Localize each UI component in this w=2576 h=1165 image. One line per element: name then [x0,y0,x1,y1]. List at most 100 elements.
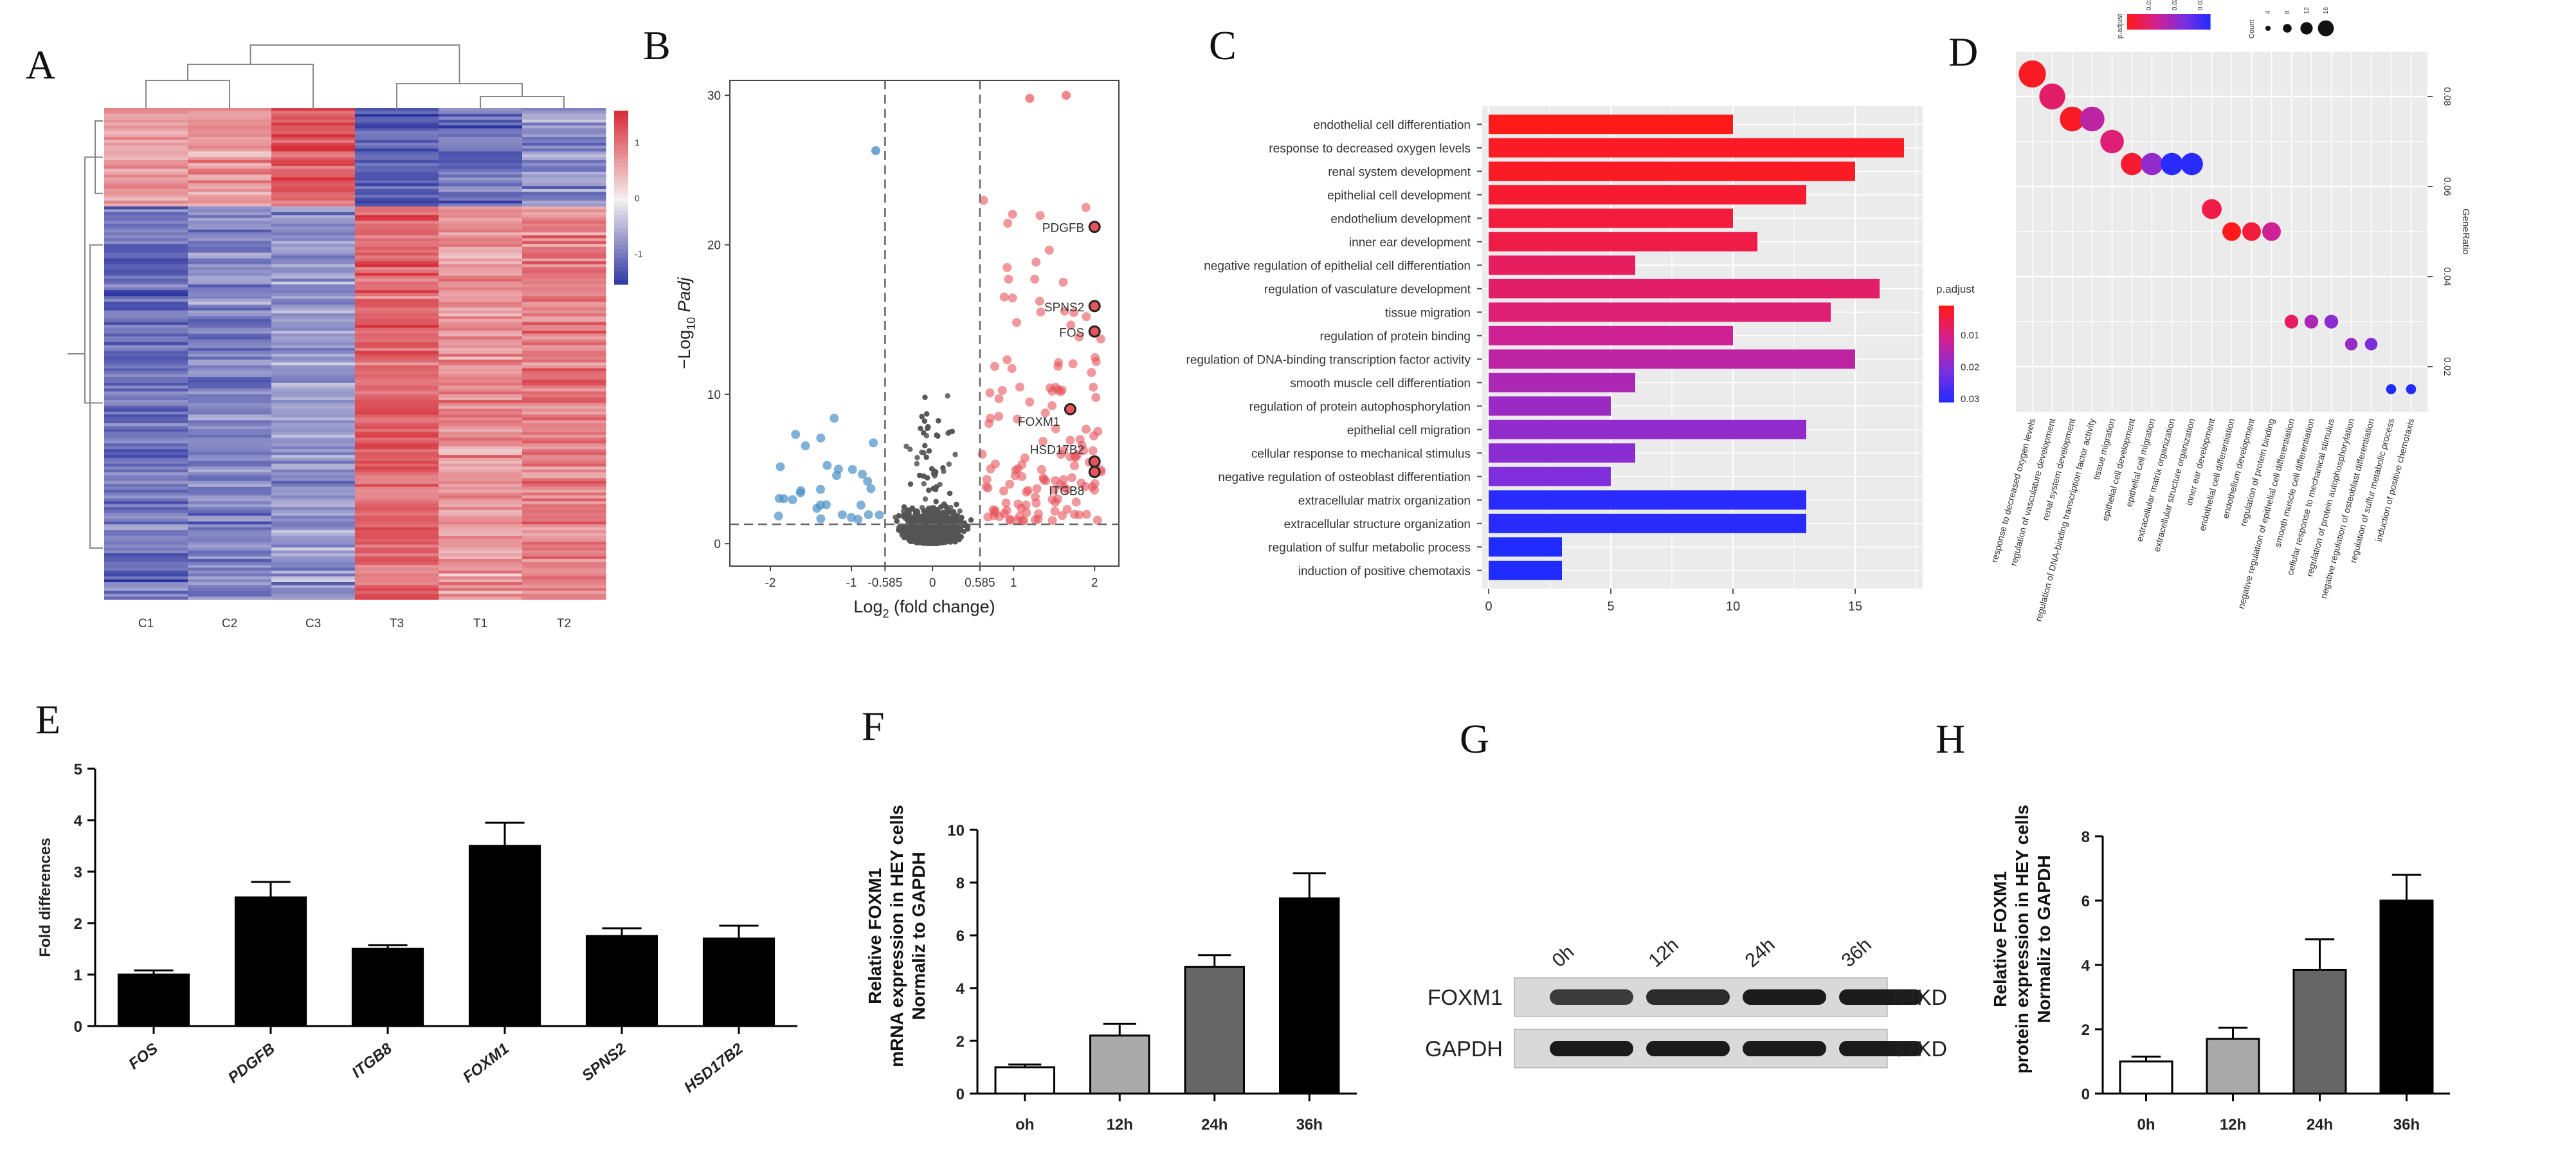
heatmap-cell [188,385,272,389]
heatmap-cell [439,484,523,488]
heatmap-cell [355,217,439,221]
heatmap-cell [522,200,606,204]
heatmap-cell [104,215,188,219]
heatmap-cell [271,194,356,198]
legend-title: p.adjust [1936,283,1975,295]
blot-band [1550,989,1633,1005]
heatmap-cell [439,437,523,441]
heatmap-cell [355,221,439,225]
heatmap-cell [355,192,439,196]
heatmap-cell [522,354,606,358]
heatmap-cell [522,116,606,120]
go-term-label: regulation of vasculature development [1264,283,1471,297]
legend-dot [2265,26,2271,31]
heatmap-cell [439,116,523,120]
heatmap-cell [271,472,356,476]
x-axis-label-sub: 2 [882,607,889,620]
go-dot [2386,384,2397,394]
heatmap-cell [104,293,188,297]
heatmap-cell [439,559,523,563]
y-axis-label-line: Normaliz to GAPDH [909,852,929,1020]
heatmap-cell [188,235,272,239]
heatmap-cell [522,229,606,233]
heatmap-cell [104,414,188,418]
heatmap-cell [104,515,188,519]
heatmap-cell [104,428,188,432]
heatmap-cell [355,169,439,172]
heatmap-cell [439,579,523,583]
heatmap-cell [522,348,606,352]
volcano-point [1025,397,1035,407]
volcano-point [925,475,930,481]
heatmap-cell [522,513,606,517]
heatmap-cell [439,374,523,378]
heatmap-cell [271,244,356,248]
heatmap-cell [271,116,356,120]
volcano-point [1051,476,1060,486]
heatmap-cell [439,140,523,143]
heatmap-cell [271,596,356,600]
y-tick-label: 6 [956,928,965,945]
volcano-point [901,504,907,510]
x-tick-label: 2 [1091,576,1098,590]
legend-swatch [2141,14,2145,30]
heatmap-cell [355,466,439,470]
heatmap-cell [355,521,439,525]
heatmap-cell [522,142,606,147]
heatmap-cell [522,275,606,279]
heatmap-cell [439,261,523,265]
volcano-point [985,388,995,398]
heatmap-cell [439,296,523,300]
y-axis-label-sub: 10 [685,317,698,330]
legend-swatch [1939,347,1954,351]
legend-swatch [2182,14,2186,30]
volcano-point [1093,515,1102,525]
column-dendrogram [145,80,230,109]
heatmap-cell [104,113,188,118]
column-dendrogram [187,64,314,109]
heatmap-cell [188,229,272,233]
heatmap-cell [439,501,523,505]
volcano-point [776,462,785,472]
legend-swatch [614,262,628,268]
heatmap-cell [439,588,523,592]
y-tick-label: 6 [2082,893,2090,910]
heatmap-cell [522,420,606,424]
heatmap-cell [271,212,356,216]
heatmap-cell [104,533,188,537]
volcano-point [999,486,1009,496]
heatmap-cell [271,385,356,389]
heatmap-cell [355,125,439,129]
legend-swatch [614,180,628,185]
heatmap-cell [104,226,188,230]
heatmap-cell [522,316,606,320]
heatmap-cell [104,221,188,225]
heatmap-cell [104,440,188,444]
row-dendrogram [84,156,103,404]
heatmap-cell [188,411,272,415]
volcano-point [926,487,932,493]
heatmap-cell [188,241,272,244]
heatmap-cell [439,466,523,470]
heatmap-cell [188,183,272,187]
heatmap-cell [104,246,188,250]
heatmap-cell [522,417,606,421]
volcano-point [954,501,959,508]
heatmap-cell [271,391,356,395]
heatmap-cell [271,113,356,118]
heatmap-cell [355,203,439,207]
y-tick-label: 10 [707,389,721,402]
heatmap-cell [271,293,356,297]
heatmap-cell [271,333,356,337]
heatmap-cell [104,235,188,239]
heatmap-cell [271,154,356,158]
heatmap-cell [439,547,523,551]
volcano-point [1048,516,1057,526]
heatmap-cell [188,113,272,118]
heatmap-cell [104,538,188,542]
heatmap-cell [439,486,523,490]
heatmap-cell [188,484,272,488]
heatmap-cell [522,405,606,409]
legend-swatch [2157,14,2161,30]
heatmap-cell [188,246,272,250]
